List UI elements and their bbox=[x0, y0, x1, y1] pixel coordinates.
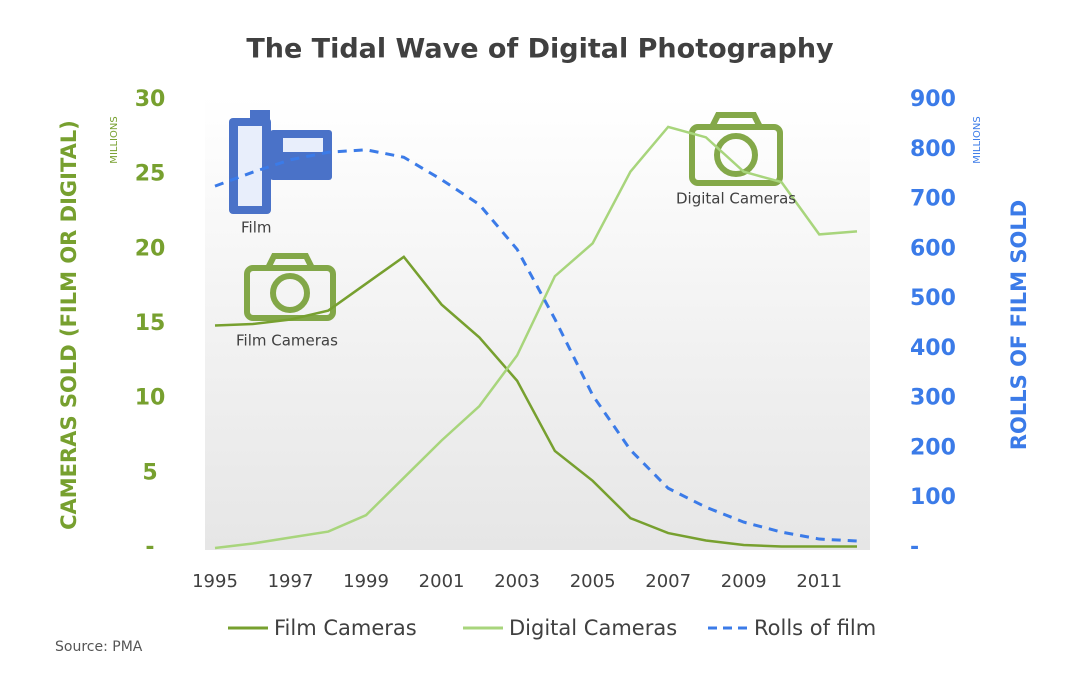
x-tick-label: 2009 bbox=[721, 571, 767, 592]
y2-axis-unit: MILLIONS bbox=[972, 116, 983, 163]
y2-tick-label: 900 bbox=[910, 87, 956, 112]
y2-tick-label: 600 bbox=[910, 236, 956, 261]
x-tick-label: 2007 bbox=[645, 571, 691, 592]
line-2 bbox=[214, 148, 858, 543]
line-1 bbox=[214, 125, 858, 550]
y-tick-label: 5 bbox=[142, 460, 157, 485]
y2-tick-label: 100 bbox=[910, 485, 956, 510]
x-tick-label: 2005 bbox=[570, 571, 616, 592]
legend-label: Film Cameras bbox=[274, 616, 417, 640]
y2-tick-label: 800 bbox=[910, 137, 956, 162]
x-tick-label: 2011 bbox=[796, 571, 842, 592]
x-tick-label: 1997 bbox=[268, 571, 314, 592]
y2-axis-title: ROLLS OF FILM SOLD bbox=[1007, 200, 1031, 450]
x-tick-label: 2003 bbox=[494, 571, 540, 592]
y2-tick-label: 400 bbox=[910, 336, 956, 361]
annotation: Film Cameras bbox=[236, 332, 338, 350]
film-icon bbox=[229, 110, 332, 214]
line-0 bbox=[214, 255, 857, 548]
y2-tick-label: 200 bbox=[910, 435, 956, 460]
y-tick-label: - bbox=[145, 535, 154, 560]
y-tick-label: 10 bbox=[135, 386, 166, 411]
film-camera-icon bbox=[244, 253, 336, 321]
x-tick-label: 2001 bbox=[419, 571, 465, 592]
legend-label: Digital Cameras bbox=[509, 616, 677, 640]
y-axis-unit: MILLIONS bbox=[109, 116, 120, 163]
y-tick-label: 25 bbox=[135, 162, 166, 187]
y-tick-label: 15 bbox=[135, 311, 166, 336]
y-tick-label: 20 bbox=[135, 236, 166, 261]
annotation: Film bbox=[241, 219, 271, 237]
annotation: Digital Cameras bbox=[676, 190, 796, 208]
y2-tick-label: 700 bbox=[910, 187, 956, 212]
y2-tick-label: - bbox=[910, 535, 919, 560]
chart-title: The Tidal Wave of Digital Photography bbox=[246, 34, 834, 65]
legend-label: Rolls of film bbox=[754, 616, 876, 640]
source: Source: PMA bbox=[55, 639, 143, 655]
y2-tick-label: 300 bbox=[910, 386, 956, 411]
digital-camera-icon bbox=[689, 112, 783, 186]
y2-tick-label: 500 bbox=[910, 286, 956, 311]
x-tick-label: 1999 bbox=[343, 571, 389, 592]
y-tick-label: 30 bbox=[135, 87, 166, 112]
x-tick-label: 1995 bbox=[192, 571, 238, 592]
y-axis-title: CAMERAS SOLD (FILM OR DIGITAL) bbox=[57, 120, 81, 530]
